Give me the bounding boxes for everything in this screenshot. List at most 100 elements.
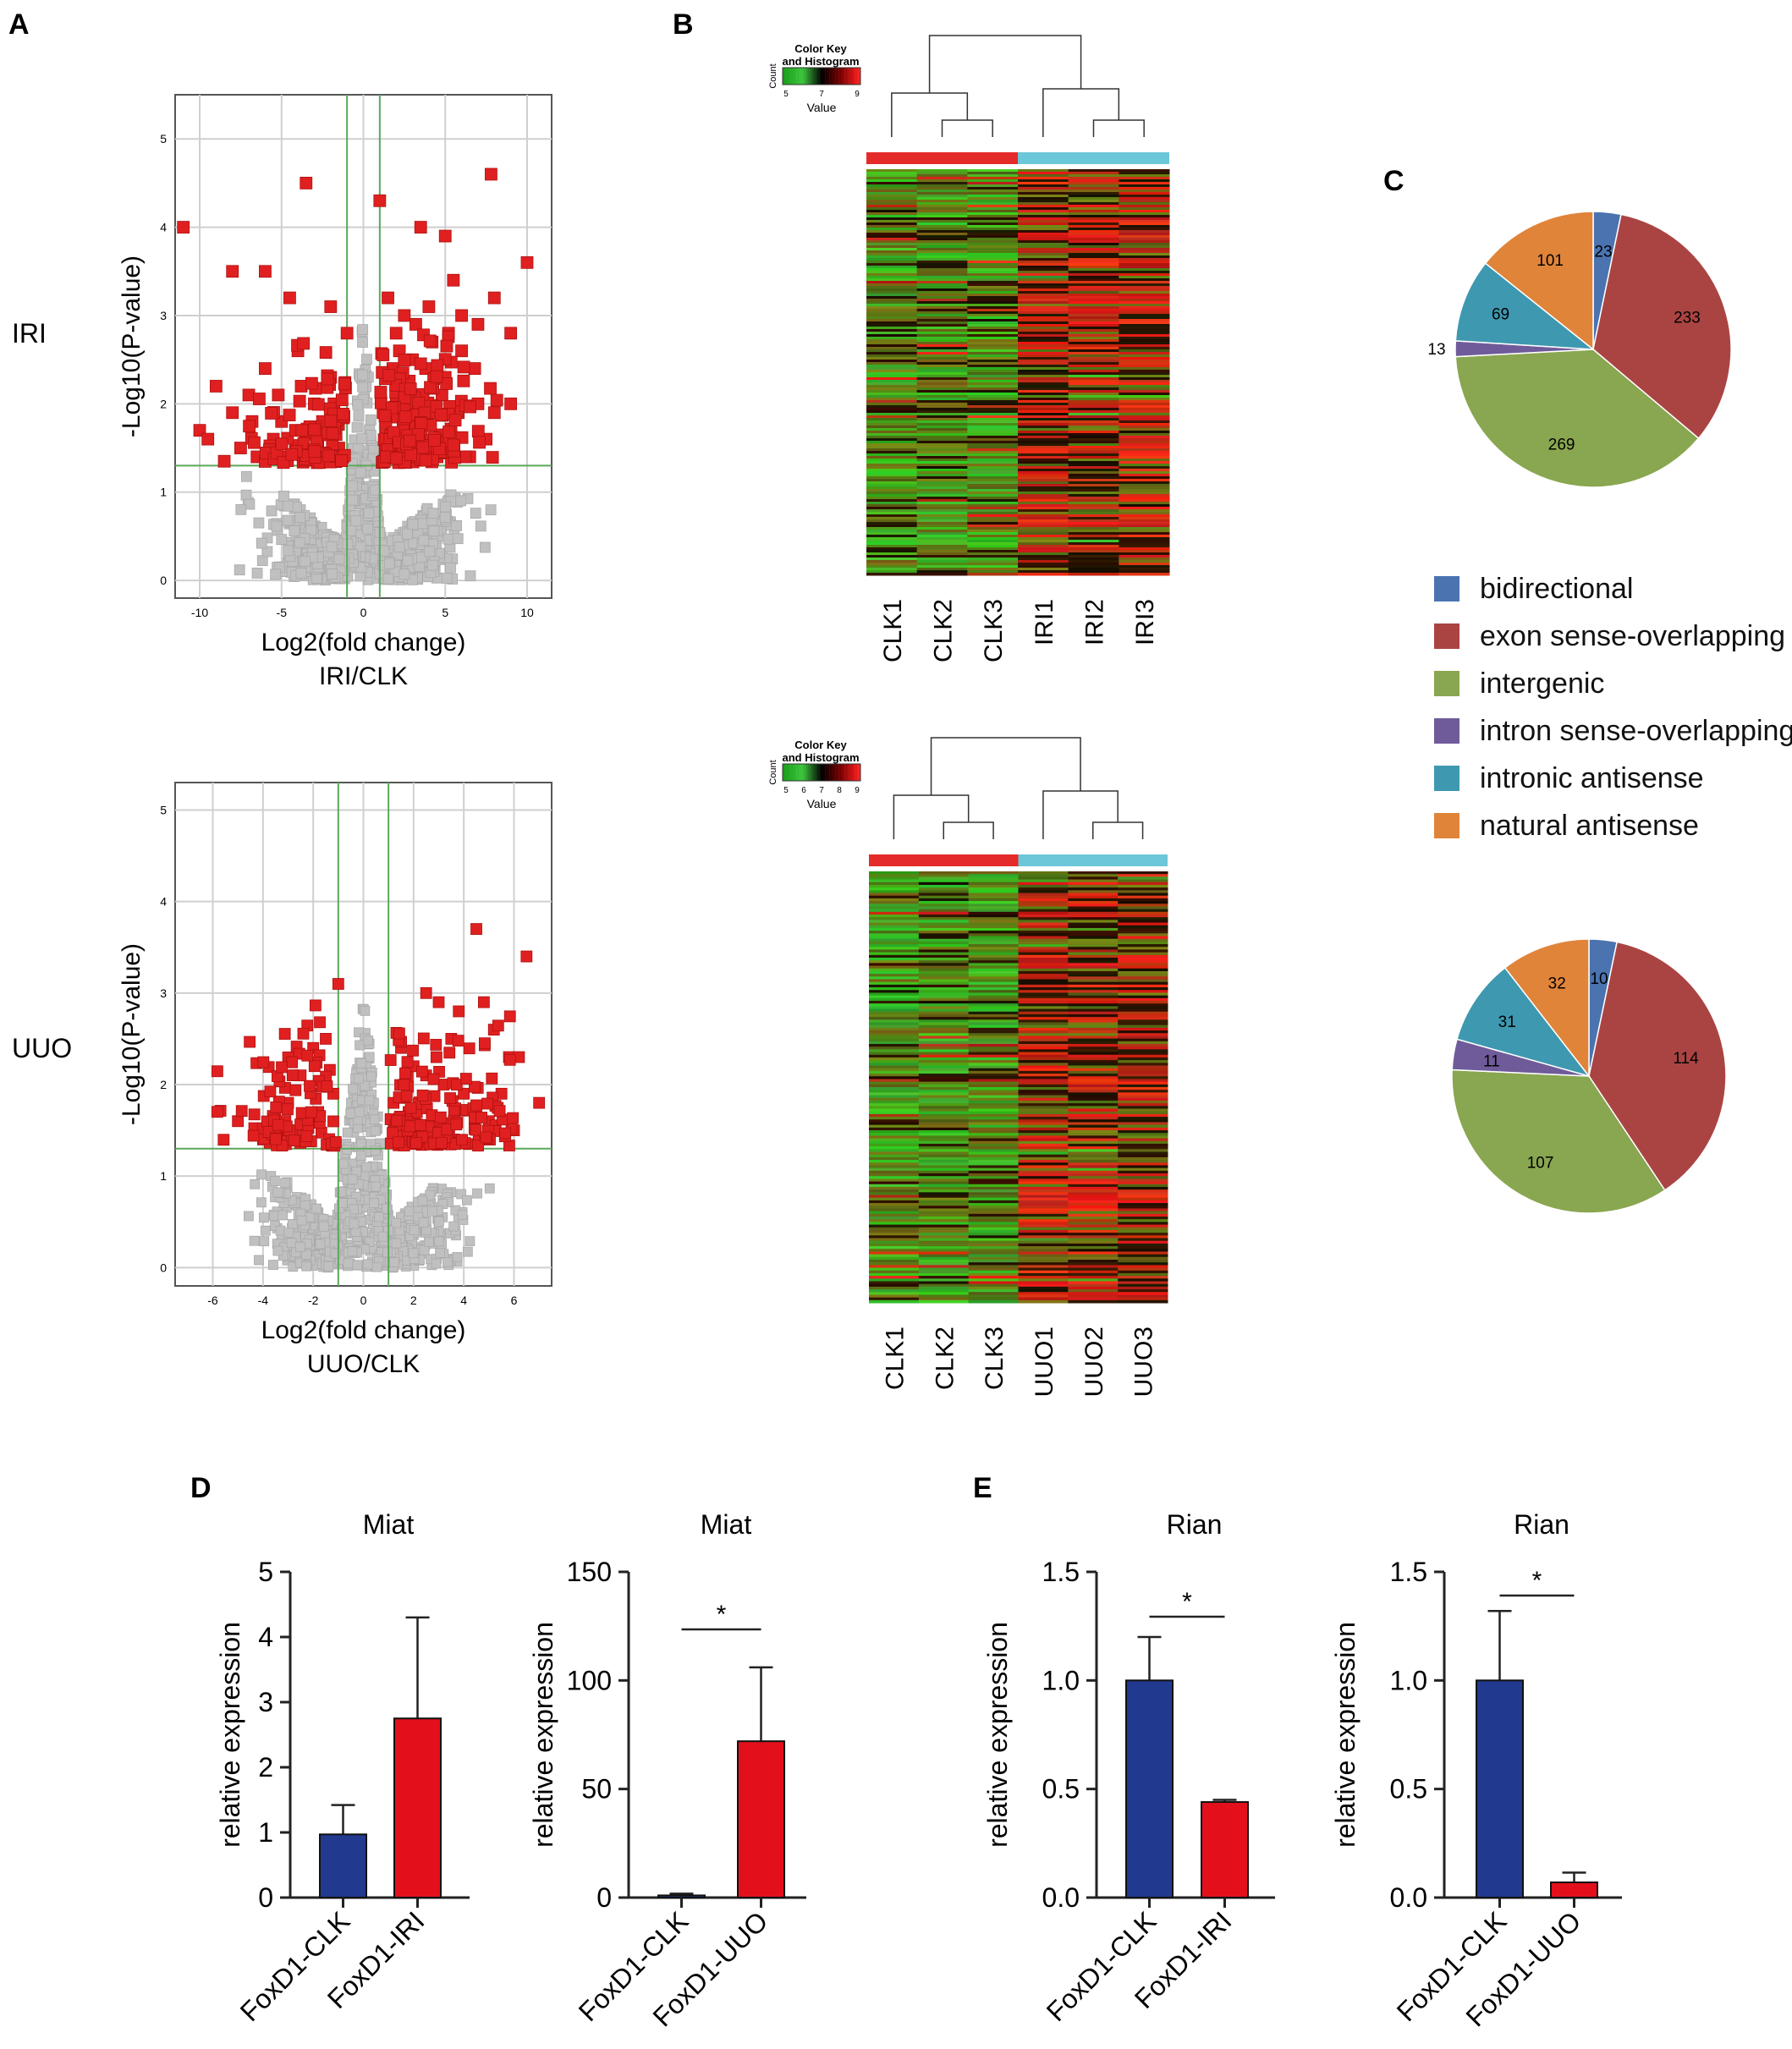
heatmap-cell — [916, 225, 968, 228]
heatmap-cell — [869, 1146, 920, 1150]
heatmap-cell — [1018, 1024, 1069, 1029]
heatmap-cell — [1118, 960, 1168, 964]
heatmap-cell — [1119, 390, 1170, 393]
significant-point — [304, 1079, 316, 1092]
dendrogram-branch — [1042, 88, 1120, 137]
significant-point — [470, 923, 482, 935]
heatmap-cell — [916, 354, 968, 358]
color-key-cell — [794, 68, 797, 85]
heatmap-cell — [869, 1063, 920, 1066]
heatmap-cell — [1068, 570, 1119, 574]
significant-point — [470, 1099, 482, 1112]
y-tick-label: 3 — [160, 986, 167, 1000]
color-key-cell — [783, 68, 785, 85]
heatmap-cell — [869, 882, 920, 886]
heatmap-cell — [1119, 525, 1170, 528]
heatmap-cell — [869, 1184, 920, 1188]
heatmap-cell — [968, 1256, 1019, 1261]
heatmap-cell — [916, 393, 968, 396]
heatmap-cell — [1118, 1090, 1168, 1093]
heatmap-cell — [1018, 874, 1069, 877]
nonsignificant-point — [377, 1231, 388, 1242]
heatmap-cell — [968, 1243, 1019, 1247]
heatmap-cell — [916, 268, 968, 272]
heatmap-cell — [869, 1001, 920, 1004]
color-key-cell — [805, 764, 809, 781]
heatmap-cell — [1018, 532, 1069, 536]
pie-slice — [1588, 941, 1727, 1191]
nonsignificant-point — [337, 1198, 348, 1209]
heatmap-cell — [1068, 920, 1119, 924]
heatmap-cell — [869, 1014, 920, 1018]
nonsignificant-point — [348, 1084, 358, 1095]
heatmap-cell — [1018, 342, 1069, 345]
heatmap-cell — [1018, 568, 1069, 571]
significant-point — [257, 1056, 270, 1068]
bar — [657, 1894, 706, 1899]
heatmap-cell — [1018, 1087, 1069, 1090]
heatmap-cell — [918, 990, 970, 993]
row-label-uuo: UUO — [12, 1033, 72, 1063]
heatmap-cell — [1119, 415, 1170, 419]
heatmap-cell — [869, 1173, 920, 1177]
nonsignificant-point — [409, 1225, 420, 1236]
y-axis-label: relative expression — [1330, 1622, 1360, 1848]
heatmap-cell — [1068, 471, 1119, 475]
heatmap-cell — [866, 517, 918, 520]
x-tick-label: -10 — [191, 606, 208, 619]
significant-point — [270, 1101, 283, 1113]
heatmap-cell — [916, 527, 968, 530]
significant-point — [305, 376, 318, 390]
significant-point — [415, 1118, 426, 1131]
heatmap-cell — [1018, 1127, 1069, 1131]
heatmap-cell — [968, 1176, 1019, 1179]
nonsignificant-point — [435, 1248, 446, 1258]
heatmap-cell — [1119, 410, 1170, 414]
heatmap-cell — [1068, 362, 1119, 365]
heatmap-cell — [1068, 555, 1119, 558]
pie-slice-label: 32 — [1548, 975, 1566, 993]
heatmap-cell — [967, 525, 1019, 528]
heatmap-cell — [1118, 1265, 1168, 1269]
heatmap-cell — [918, 876, 970, 881]
heatmap-cell — [869, 1119, 920, 1123]
heatmap-cell — [918, 1092, 970, 1096]
heatmap-cell — [916, 451, 968, 454]
significant-point — [248, 436, 261, 449]
heatmap-cell — [1119, 446, 1170, 449]
heatmap-cell — [869, 949, 920, 953]
y-axis-label: -Log10(P-value) — [118, 255, 146, 437]
color-key-cell — [788, 764, 791, 781]
heatmap-cell — [1068, 1213, 1119, 1217]
heatmap-cell — [1068, 339, 1119, 343]
heatmap-cell — [968, 1027, 1019, 1031]
heatmap-cell — [1118, 1297, 1168, 1301]
heatmap-cell — [866, 405, 918, 409]
heatmap-cell — [1018, 413, 1069, 416]
heatmap-cell — [968, 1265, 1019, 1269]
heatmap-cell — [918, 1246, 970, 1250]
heatmap-cell — [916, 174, 968, 178]
heatmap-cell — [967, 365, 1019, 368]
heatmap-cell — [1068, 1135, 1119, 1140]
heatmap-cell — [916, 220, 968, 223]
nonsignificant-point — [462, 1195, 472, 1206]
y-tick-label: 2 — [160, 397, 167, 410]
heatmap-cell — [916, 294, 968, 297]
heatmap-cell — [1068, 174, 1119, 178]
heatmap-cell — [869, 1124, 920, 1129]
heatmap-cell — [1068, 489, 1119, 492]
nonsignificant-point — [315, 1239, 326, 1250]
heatmap-cell — [918, 904, 970, 907]
significant-point — [457, 374, 470, 387]
heatmap-cell — [1068, 243, 1119, 246]
heatmap-cell — [1119, 420, 1170, 424]
heatmap-cell — [916, 408, 968, 411]
heatmap-cell — [1118, 1160, 1168, 1163]
x-tick-label: 6 — [511, 1294, 518, 1307]
heatmap-cell — [967, 207, 1019, 211]
heatmap-cell — [967, 354, 1019, 358]
significant-point — [272, 388, 285, 402]
heatmap-cell — [1068, 882, 1119, 886]
